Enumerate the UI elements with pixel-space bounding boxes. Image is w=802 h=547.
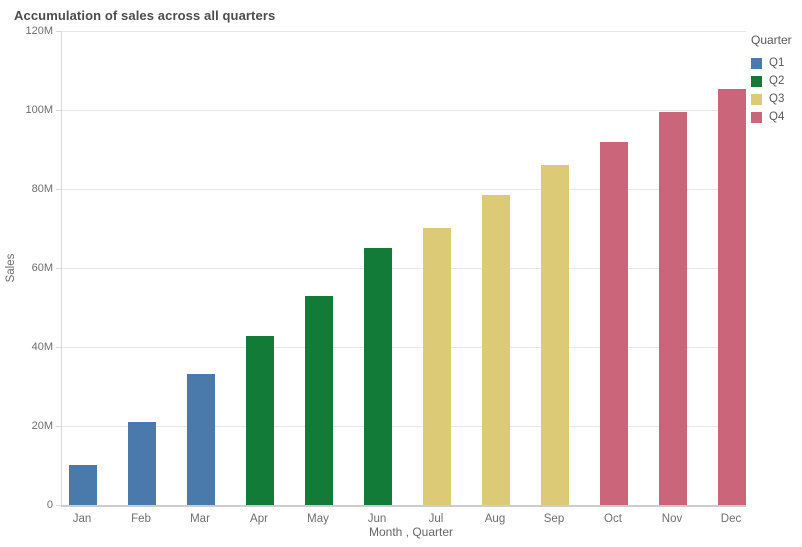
x-tick-label-jul: Jul — [428, 513, 444, 525]
gridline-60M — [62, 268, 746, 269]
x-tick-label-dec: Dec — [720, 513, 742, 525]
legend-swatch-q3 — [751, 93, 762, 105]
legend-label-q4: Q4 — [769, 111, 785, 123]
plot-area[interactable] — [61, 31, 746, 507]
legend-item-q4[interactable]: Q4 — [751, 111, 792, 123]
bar-mar[interactable] — [187, 374, 215, 505]
gridline-40M — [62, 347, 746, 348]
gridline-80M — [62, 189, 746, 190]
y-tick-mark — [56, 347, 61, 348]
legend-item-q3[interactable]: Q3 — [751, 93, 792, 105]
x-tick-label-mar: Mar — [190, 513, 210, 525]
legend-label-q2: Q2 — [769, 75, 785, 87]
gridline-120M — [62, 31, 746, 32]
bar-aug[interactable] — [482, 195, 510, 505]
y-tick-mark — [56, 505, 61, 506]
bar-feb[interactable] — [128, 422, 156, 505]
legend-swatch-q1 — [751, 57, 762, 69]
legend-label-q1: Q1 — [769, 57, 785, 69]
bar-jul[interactable] — [423, 227, 451, 505]
y-tick-mark — [56, 31, 61, 32]
x-tick-label-may: May — [307, 513, 329, 525]
y-tick-label-0: 0 — [46, 498, 53, 511]
x-tick-label-aug: Aug — [484, 513, 506, 525]
gridline-100M — [62, 110, 746, 111]
x-tick-label-apr: Apr — [250, 513, 268, 525]
legend-swatch-q2 — [751, 75, 762, 87]
x-axis-line — [61, 505, 746, 507]
y-tick-mark — [56, 189, 61, 190]
y-tick-mark — [56, 268, 61, 269]
x-tick-label-sep: Sep — [543, 513, 565, 525]
y-tick-mark — [56, 110, 61, 111]
bar-oct[interactable] — [600, 141, 628, 505]
x-tick-label-jun: Jun — [367, 513, 387, 525]
legend-label-q3: Q3 — [769, 93, 785, 105]
y-tick-label-80M: 80M — [31, 182, 53, 195]
x-tick-label-feb: Feb — [131, 513, 151, 525]
y-tick-mark — [56, 426, 61, 427]
bar-dec[interactable] — [718, 89, 746, 505]
legend-item-q1[interactable]: Q1 — [751, 57, 792, 69]
bar-apr[interactable] — [246, 336, 274, 505]
x-tick-label-oct: Oct — [604, 513, 622, 525]
chart-title: Accumulation of sales across all quarter… — [14, 8, 276, 23]
legend: Quarter Q1 Q2 Q3 Q4 — [751, 33, 792, 129]
bar-jan[interactable] — [69, 464, 97, 505]
bar-sep[interactable] — [541, 165, 569, 505]
y-tick-label-60M: 60M — [31, 261, 53, 274]
x-tick-label-nov: Nov — [661, 513, 683, 525]
y-tick-label-100M: 100M — [25, 103, 53, 116]
bar-nov[interactable] — [659, 112, 687, 505]
legend-item-q2[interactable]: Q2 — [751, 75, 792, 87]
legend-items: Q1 Q2 Q3 Q4 — [751, 57, 792, 123]
legend-swatch-q4 — [751, 111, 762, 123]
legend-title: Quarter — [751, 33, 792, 47]
y-tick-label-20M: 20M — [31, 419, 53, 432]
y-tick-label-40M: 40M — [31, 340, 53, 353]
x-tick-label-jan: Jan — [72, 513, 92, 525]
bar-may[interactable] — [305, 295, 333, 505]
gridline-20M — [62, 426, 746, 427]
x-axis-title: Month , Quarter — [368, 525, 454, 539]
bar-jun[interactable] — [364, 247, 392, 505]
y-tick-label-120M: 120M — [25, 24, 53, 37]
